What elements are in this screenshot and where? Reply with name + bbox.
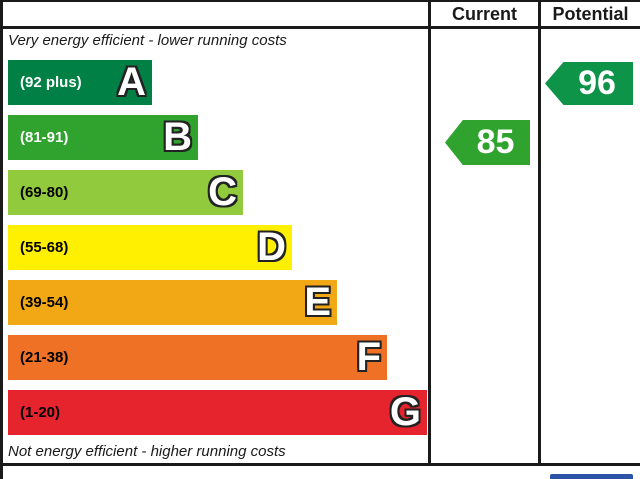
band-d: (55-68) D — [8, 225, 292, 270]
band-c-range-label: (69-80) — [20, 184, 69, 201]
band-d-range-label: (55-68) — [20, 239, 69, 256]
potential-rating-arrow: 96 — [545, 62, 633, 105]
potential-rating-value: 96 — [578, 64, 616, 102]
bottom-caption: Not energy efficient - higher running co… — [8, 443, 286, 460]
band-d-letter: D — [257, 225, 286, 269]
table-top-border — [0, 0, 640, 2]
band-c-letter: C — [208, 170, 237, 214]
current-rating-value: 85 — [476, 123, 515, 161]
band-f-range-label: (21-38) — [20, 349, 69, 366]
header-bottom-border — [0, 26, 640, 29]
band-a-letter: A — [117, 60, 146, 104]
current-column-header: Current — [451, 4, 517, 24]
band-c: (69-80) C — [8, 170, 243, 215]
band-f: (21-38) F — [8, 335, 387, 380]
band-a: (92 plus) A — [8, 60, 152, 105]
band-e-letter: E — [304, 280, 331, 324]
band-e-range-label: (39-54) — [20, 294, 69, 311]
current-column-divider — [428, 0, 431, 466]
top-caption: Very energy efficient - lower running co… — [8, 32, 287, 49]
band-g-letter: G — [389, 390, 421, 434]
potential-column-divider — [538, 0, 541, 466]
band-e: (39-54) E — [8, 280, 337, 325]
band-f-letter: F — [356, 335, 381, 379]
band-g-range-label: (1-20) — [20, 404, 61, 421]
band-b: (81-91) B — [8, 115, 198, 160]
rating-bands: (92 plus) A (81-91) B (69-80) C (55-68) … — [8, 60, 427, 445]
band-a-range-label: (92 plus) — [20, 74, 82, 91]
next-section-blue-box-partial — [550, 474, 633, 479]
table-left-border — [0, 0, 3, 479]
band-b-letter: B — [163, 115, 192, 159]
band-g: (1-20) G — [8, 390, 427, 435]
band-b-range-label: (81-91) — [20, 129, 69, 146]
chart-bottom-border — [0, 463, 640, 466]
potential-column-header: Potential — [552, 4, 629, 24]
current-rating-arrow: 85 — [445, 120, 530, 165]
